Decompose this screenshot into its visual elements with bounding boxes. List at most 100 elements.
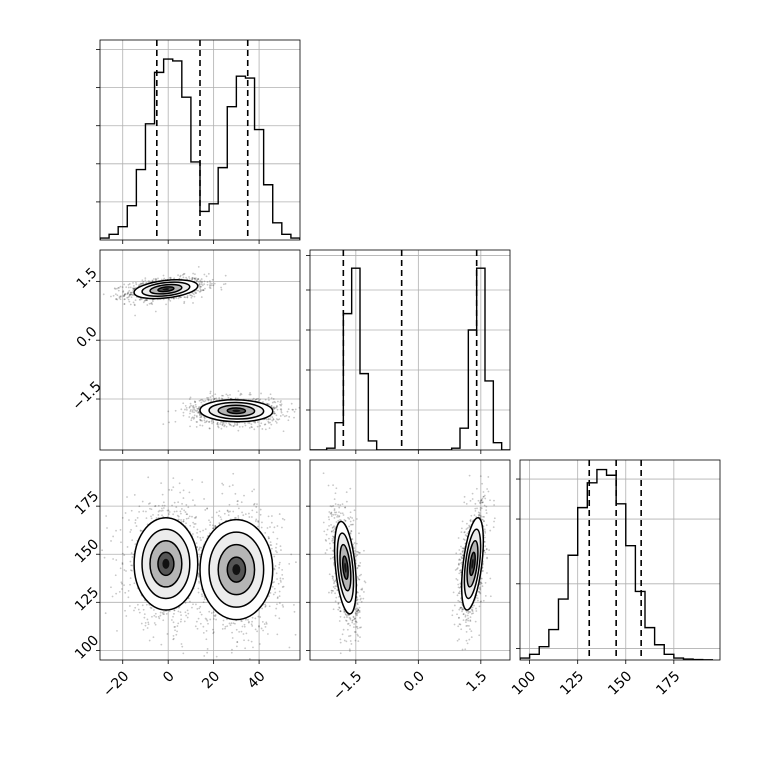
- scatter-point: [200, 289, 203, 292]
- scatter-point: [180, 614, 182, 616]
- scatter-point: [200, 539, 202, 541]
- scatter-point: [213, 398, 215, 401]
- scatter-point: [165, 303, 167, 306]
- scatter-point: [236, 503, 239, 506]
- scatter-point: [207, 396, 210, 399]
- scatter-point: [168, 513, 170, 515]
- scatter-point: [280, 410, 283, 412]
- scatter-point: [248, 426, 251, 429]
- scatter-point: [194, 401, 196, 404]
- scatter-point: [195, 620, 198, 623]
- scatter-point: [197, 289, 200, 292]
- scatter-point: [190, 404, 193, 407]
- scatter-point: [343, 518, 346, 521]
- scatter-point: [143, 300, 146, 302]
- scatter-point: [169, 299, 172, 302]
- scatter-point: [134, 519, 137, 521]
- scatter-point: [173, 277, 176, 280]
- scatter-point: [120, 581, 123, 584]
- scatter-point: [267, 418, 270, 421]
- scatter-point: [343, 639, 346, 642]
- scatter-point: [185, 276, 188, 279]
- scatter-point: [128, 289, 131, 292]
- scatter-point: [183, 300, 186, 303]
- scatter-point: [179, 510, 182, 513]
- scatter-point: [331, 589, 334, 592]
- scatter-point: [119, 295, 122, 297]
- scatter-point: [338, 620, 341, 622]
- scatter-point: [202, 529, 204, 532]
- scatter-point: [181, 645, 184, 648]
- scatter-point: [172, 637, 175, 640]
- scatter-point: [229, 624, 232, 627]
- scatter-point: [249, 393, 252, 396]
- scatter-point: [200, 401, 203, 404]
- scatter-point: [209, 521, 212, 524]
- scatter-point: [197, 587, 200, 590]
- scatter-point: [139, 298, 142, 301]
- scatter-point: [244, 647, 247, 650]
- scatter-point: [121, 588, 123, 590]
- scatter-point: [212, 632, 215, 635]
- scatter-point: [349, 523, 352, 526]
- scatter-point: [130, 293, 133, 296]
- scatter-point: [271, 419, 274, 422]
- scatter-point: [197, 407, 200, 410]
- scatter-point: [202, 289, 205, 291]
- scatter-point: [227, 667, 229, 669]
- scatter-point: [243, 422, 246, 425]
- scatter-point: [177, 274, 179, 277]
- scatter-point: [135, 283, 138, 286]
- scatter-point: [124, 609, 126, 612]
- scatter-point: [129, 583, 131, 586]
- scatter-point: [133, 494, 136, 496]
- scatter-point: [276, 578, 278, 580]
- scatter-point: [275, 406, 278, 409]
- scatter-point: [200, 546, 203, 549]
- scatter-point: [198, 290, 201, 293]
- scatter-point: [248, 422, 251, 425]
- scatter-point: [196, 536, 199, 538]
- scatter-point: [190, 296, 193, 299]
- scatter-point: [273, 555, 276, 558]
- scatter-point: [127, 292, 129, 295]
- scatter-point: [276, 633, 279, 636]
- scatter-point: [335, 596, 338, 599]
- scatter-point: [198, 285, 201, 288]
- scatter-point: [180, 508, 183, 510]
- scatter-point: [349, 532, 352, 535]
- scatter-point: [206, 396, 208, 399]
- scatter-point: [226, 510, 229, 512]
- scatter-point: [120, 541, 122, 544]
- scatter-point: [142, 282, 145, 285]
- scatter-point: [148, 280, 151, 283]
- scatter-point: [278, 418, 281, 421]
- scatter-point: [337, 503, 340, 506]
- scatter-point: [282, 577, 284, 580]
- scatter-point: [118, 590, 121, 593]
- scatter-point: [356, 607, 359, 610]
- scatter-point: [241, 425, 244, 428]
- scatter-point: [161, 509, 164, 512]
- scatter-point: [212, 628, 214, 631]
- scatter-point: [256, 425, 259, 428]
- scatter-point: [151, 280, 154, 282]
- scatter-point: [154, 504, 157, 507]
- scatter-point: [278, 595, 281, 597]
- scatter-point: [211, 516, 213, 519]
- scatter-point: [261, 620, 264, 623]
- scatter-point: [112, 294, 115, 297]
- scatter-point: [195, 415, 198, 418]
- scatter-point: [126, 293, 129, 296]
- scatter-point: [236, 641, 239, 643]
- scatter-point: [357, 640, 360, 643]
- scatter-point: [262, 629, 264, 632]
- scatter-point: [115, 297, 118, 300]
- scatter-point: [255, 398, 258, 400]
- scatter-point: [259, 616, 262, 618]
- scatter-point: [256, 503, 258, 506]
- scatter-point: [135, 281, 137, 284]
- scatter-point: [343, 610, 346, 613]
- scatter-point: [119, 285, 122, 288]
- scatter-point: [203, 273, 206, 276]
